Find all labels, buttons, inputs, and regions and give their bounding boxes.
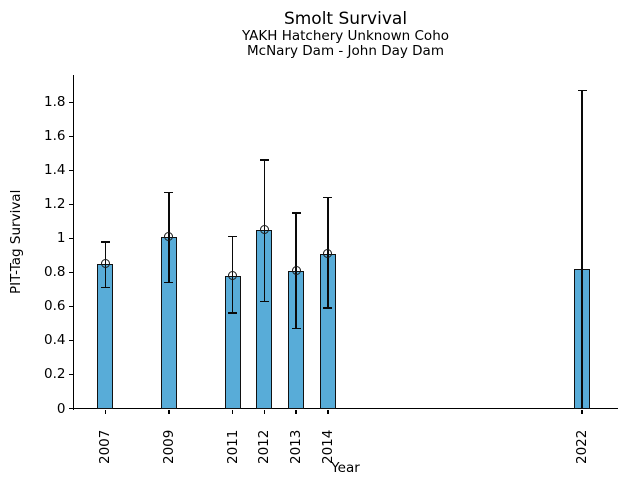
y-tick-label: 0: [56, 400, 66, 417]
error-cap-low-2022: [577, 407, 587, 410]
y-tick-label: 1.2: [44, 196, 66, 213]
marker-2013: [291, 266, 301, 276]
error-cap-low-2007: [100, 286, 110, 289]
x-tick-label: 2011: [224, 429, 241, 464]
y-tick: [68, 373, 73, 376]
error-cap-low-2012: [259, 300, 269, 303]
x-tick: [295, 409, 297, 414]
y-tick-label: 1.6: [44, 128, 66, 145]
marker-2009: [164, 232, 174, 242]
y-tick: [68, 237, 73, 239]
x-tick: [104, 409, 107, 414]
marker-2011: [228, 271, 238, 281]
y-tick: [68, 407, 73, 410]
x-tick: [263, 409, 265, 414]
x-tick: [231, 409, 234, 414]
title-block: Smolt Survival YAKH Hatchery Unknown Coh…: [73, 9, 618, 58]
error-cap-high-2013: [291, 212, 301, 214]
error-cap-low-2013: [291, 327, 301, 330]
error-cap-low-2014: [323, 307, 333, 309]
chart-subtitle-line1: YAKH Hatchery Unknown Coho: [241, 28, 450, 44]
y-tick: [68, 101, 73, 103]
error-cap-high-2009: [164, 191, 174, 194]
x-tick-label: 2012: [256, 429, 273, 464]
marker-2012: [259, 225, 269, 235]
x-tick: [168, 409, 170, 414]
y-axis-spine: [73, 75, 75, 410]
error-cap-high-2022: [577, 89, 587, 92]
marker-2007: [100, 259, 110, 269]
y-tick: [68, 135, 73, 137]
x-tick-label: 2009: [160, 429, 177, 464]
x-tick: [327, 409, 329, 414]
chart-title: Smolt Survival: [283, 9, 408, 29]
x-tick-label: 2022: [574, 429, 591, 464]
x-tick-label: 2007: [97, 429, 114, 464]
x-tick-label: 2014: [319, 429, 336, 464]
error-cap-low-2011: [228, 312, 238, 314]
y-tick-label: 0.2: [44, 366, 66, 383]
error-cap-high-2014: [323, 196, 333, 199]
marker-2014: [323, 249, 333, 259]
y-tick-label: 0.8: [44, 264, 66, 281]
y-tick: [68, 169, 73, 171]
x-tick-label: 2013: [288, 429, 305, 464]
y-tick-label: 1: [56, 230, 66, 247]
y-tick-label: 0.4: [44, 332, 66, 349]
y-tick: [68, 339, 73, 342]
chart-subtitle-line2: McNary Dam - John Day Dam: [247, 42, 444, 59]
error-cap-high-2007: [100, 240, 110, 243]
y-tick-label: 1.4: [44, 162, 66, 179]
error-cap-low-2009: [164, 281, 174, 284]
error-bar-2022: [581, 90, 583, 409]
x-tick: [581, 409, 583, 414]
y-tick-label: 1.8: [44, 94, 66, 111]
y-tick: [68, 203, 73, 205]
x-axis-spine: [73, 408, 618, 410]
y-tick: [68, 271, 73, 274]
x-axis-label: Year: [331, 460, 360, 476]
error-cap-high-2011: [228, 235, 238, 238]
y-tick-label: 0.6: [44, 298, 66, 315]
y-tick: [68, 305, 73, 308]
error-cap-high-2012: [259, 159, 269, 161]
